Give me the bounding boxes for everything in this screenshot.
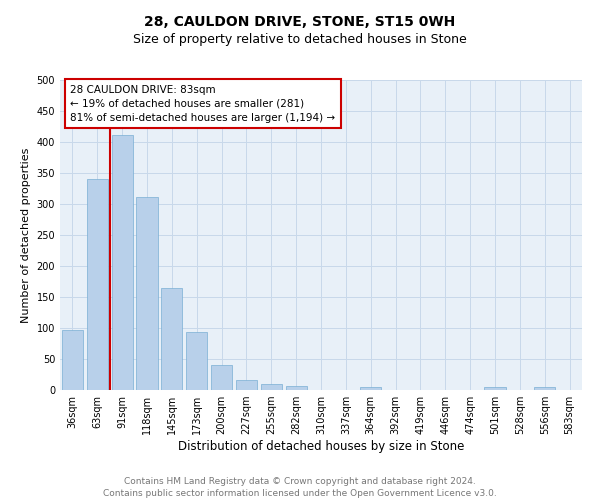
Bar bbox=[112, 135, 133, 390]
Bar bbox=[360, 387, 381, 390]
Bar bbox=[186, 332, 207, 390]
Bar bbox=[211, 364, 232, 390]
Text: Contains HM Land Registry data © Crown copyright and database right 2024.
Contai: Contains HM Land Registry data © Crown c… bbox=[103, 476, 497, 498]
Bar bbox=[136, 197, 158, 390]
Y-axis label: Number of detached properties: Number of detached properties bbox=[21, 148, 31, 322]
Text: 28 CAULDON DRIVE: 83sqm
← 19% of detached houses are smaller (281)
81% of semi-d: 28 CAULDON DRIVE: 83sqm ← 19% of detache… bbox=[70, 84, 335, 122]
Text: 28, CAULDON DRIVE, STONE, ST15 0WH: 28, CAULDON DRIVE, STONE, ST15 0WH bbox=[145, 15, 455, 29]
Bar bbox=[286, 386, 307, 390]
X-axis label: Distribution of detached houses by size in Stone: Distribution of detached houses by size … bbox=[178, 440, 464, 453]
Bar bbox=[236, 380, 257, 390]
Bar bbox=[62, 330, 83, 390]
Bar bbox=[261, 384, 282, 390]
Bar bbox=[161, 288, 182, 390]
Bar bbox=[87, 179, 108, 390]
Bar bbox=[534, 387, 555, 390]
Text: Size of property relative to detached houses in Stone: Size of property relative to detached ho… bbox=[133, 32, 467, 46]
Bar bbox=[484, 387, 506, 390]
